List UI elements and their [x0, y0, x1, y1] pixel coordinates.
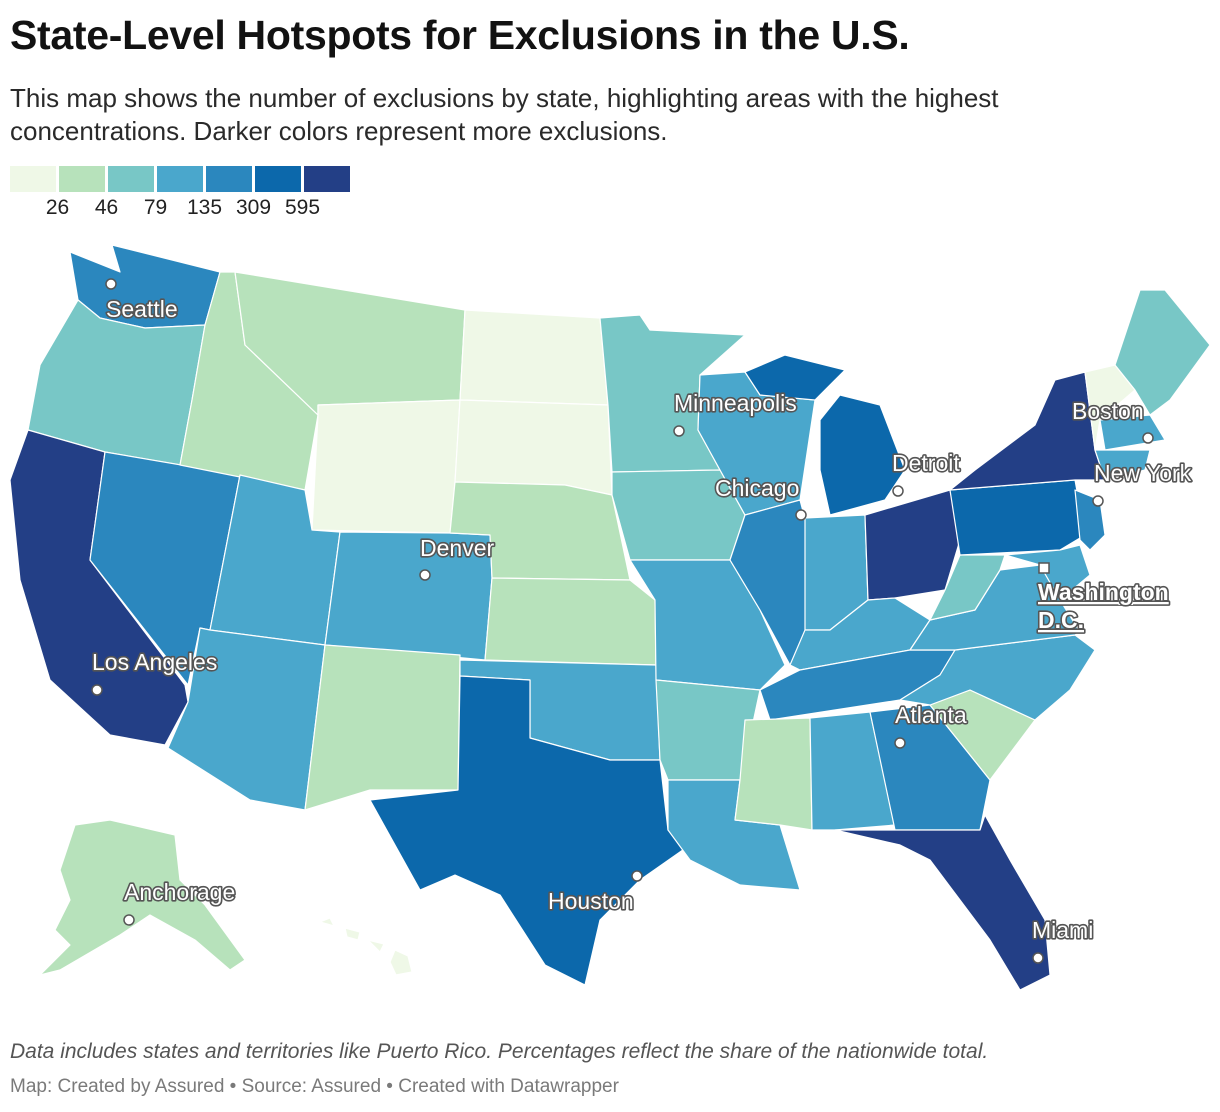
legend-swatch [59, 166, 105, 192]
map-title: State-Level Hotspots for Exclusions in t… [10, 12, 910, 58]
city-label: Seattle [106, 296, 178, 322]
city-marker [105, 278, 117, 290]
city-marker [1142, 432, 1154, 444]
legend-tick-label: 135 [186, 196, 223, 219]
city-marker [419, 569, 431, 581]
state-vermont-nh[interactable] [1084, 364, 1136, 451]
city-marker [123, 914, 135, 926]
state-pennsylvania[interactable] [949, 479, 1086, 556]
legend-swatch [10, 166, 56, 192]
city-marker [892, 485, 904, 497]
city-marker [91, 684, 103, 696]
city-label: Chicago [715, 475, 799, 501]
legend-swatch [108, 166, 154, 192]
map-source: Map: Created by Assured • Source: Assure… [10, 1076, 619, 1097]
legend-tick-label: 26 [45, 196, 70, 219]
state-ohio[interactable] [864, 489, 961, 601]
us-state-map: Seattle Minneapolis Boston Detroit New York C… [9, 244, 1211, 991]
state-new-york[interactable] [949, 371, 1106, 491]
legend-swatch [304, 166, 350, 192]
state-connecticut-ri[interactable] [1094, 449, 1151, 481]
legend-tick-label: 309 [235, 196, 272, 219]
state-mississippi[interactable] [734, 717, 813, 831]
state-wyoming[interactable] [311, 399, 461, 534]
city-marker [1032, 952, 1044, 964]
city-label: Washington D.C. [1038, 579, 1169, 633]
city-label: Minneapolis [674, 390, 797, 416]
legend-swatches [10, 166, 350, 192]
city-label: Los Angeles [92, 649, 217, 675]
legend-tick-label: 46 [94, 196, 119, 219]
state-alabama[interactable] [809, 711, 896, 831]
city-marker [1092, 495, 1104, 507]
map-subtitle: This map shows the number of exclusions … [10, 83, 999, 146]
city-label: Atlanta [895, 702, 967, 728]
city-markers: Seattle Minneapolis Boston Detroit New York C… [90, 278, 1193, 964]
state-new-mexico[interactable] [304, 644, 461, 811]
state-hawaii[interactable] [319, 917, 413, 976]
city-label: Miami [1032, 917, 1093, 943]
state-georgia[interactable] [869, 704, 991, 831]
city-label: Houston [548, 888, 634, 914]
legend-swatch [206, 166, 252, 192]
map-notes: Data includes states and territories lik… [10, 1040, 989, 1063]
color-legend: 26 46 79 135 309 595 [10, 166, 350, 226]
city-marker [795, 509, 807, 521]
state-kansas[interactable] [484, 577, 657, 666]
city-marker [894, 737, 906, 749]
city-marker [1038, 562, 1050, 574]
city-label: Detroit [892, 450, 960, 476]
legend-tick-label: 79 [143, 196, 168, 219]
city-label: New York [1094, 460, 1192, 486]
city-marker [631, 870, 643, 882]
legend-ticks: 26 46 79 135 309 595 [10, 196, 350, 224]
state-michigan[interactable] [744, 354, 906, 516]
state-south-dakota[interactable] [454, 399, 613, 496]
city-label: Boston [1072, 398, 1144, 424]
state-maine[interactable] [1114, 289, 1211, 416]
city-label: Anchorage [124, 879, 235, 905]
city-marker [673, 425, 685, 437]
state-texas[interactable] [369, 675, 691, 986]
legend-tick-label: 595 [284, 196, 321, 219]
state-alaska[interactable] [39, 819, 246, 976]
state-florida[interactable] [834, 814, 1051, 991]
state-north-dakota[interactable] [459, 309, 609, 406]
legend-swatch [157, 166, 203, 192]
city-label: Denver [420, 535, 494, 561]
legend-swatch [255, 166, 301, 192]
